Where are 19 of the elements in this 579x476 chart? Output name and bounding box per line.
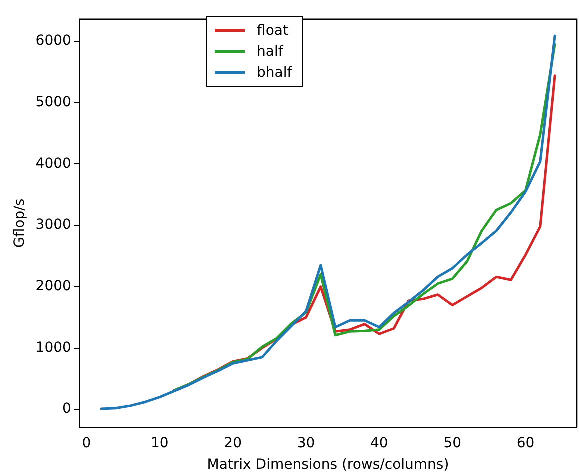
legend-label: half	[257, 44, 284, 60]
y-tick-label: 3000	[36, 217, 72, 234]
legend-label: float	[257, 22, 288, 38]
x-tick-label: 60	[516, 435, 535, 452]
x-tick-label: 50	[444, 435, 462, 452]
y-tick-label: 4000	[36, 156, 72, 172]
x-tick-label: 0	[82, 435, 92, 452]
y-tick-label: 6000	[36, 33, 72, 50]
x-tick-label: 20	[224, 435, 242, 452]
y-tick-label: 1000	[36, 340, 72, 356]
x-tick-label: 10	[151, 435, 169, 452]
x-tick-label: 30	[297, 435, 316, 452]
x-axis-title: Matrix Dimensions (rows/columns)	[207, 457, 450, 474]
y-tick-label: 5000	[36, 94, 72, 110]
legend-label: bhalf	[257, 64, 292, 80]
y-tick-label: 2000	[36, 278, 72, 295]
y-axis-title: Gflop/s	[12, 198, 28, 248]
y-tick-label: 0	[62, 401, 72, 418]
x-tick-label: 40	[370, 435, 388, 452]
